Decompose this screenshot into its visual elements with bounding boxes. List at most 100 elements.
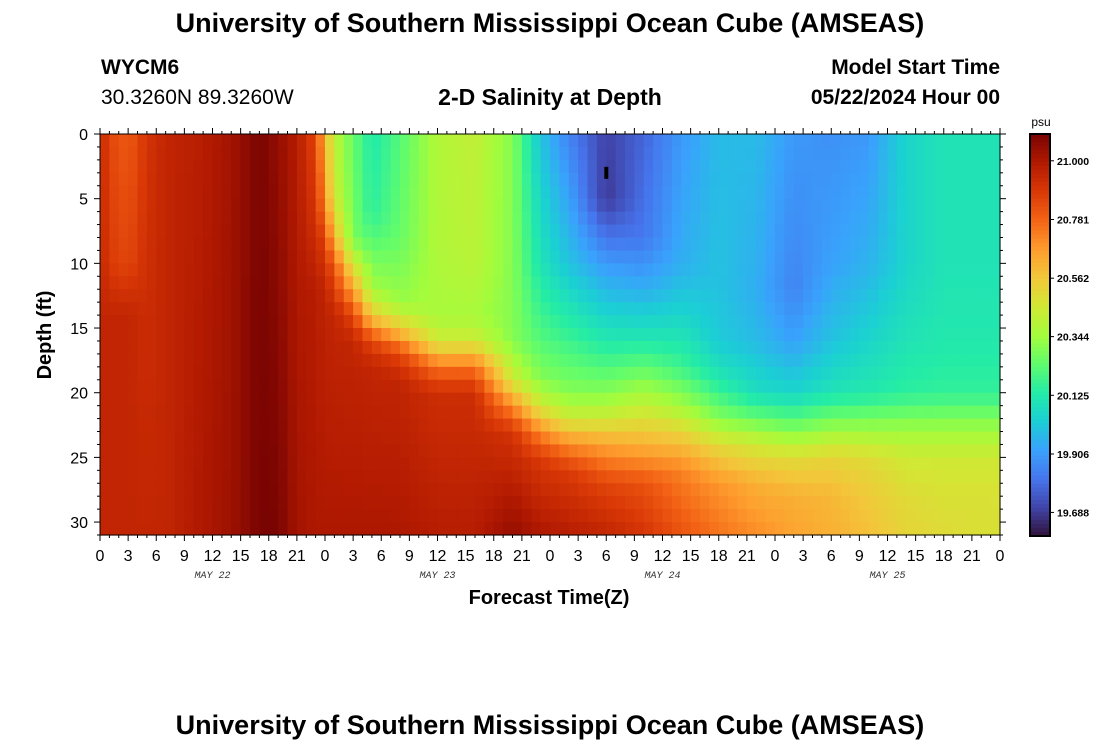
heatmap-cell: [906, 159, 917, 174]
heatmap-cell: [971, 250, 982, 264]
colorbar-segment: [1030, 294, 1050, 300]
heatmap-cell: [653, 250, 664, 264]
colorbar-segment: [1030, 218, 1050, 224]
heatmap-cell: [887, 237, 898, 252]
heatmap-cell: [521, 198, 532, 213]
heatmap-cell: [512, 276, 523, 290]
heatmap-cell: [981, 237, 992, 252]
heatmap-cell: [840, 379, 851, 394]
heatmap-cell: [756, 366, 767, 381]
heatmap-cell: [203, 185, 214, 200]
heatmap-cell: [906, 457, 917, 471]
heatmap-cell: [915, 250, 926, 264]
colorbar-segment: [1030, 383, 1050, 388]
heatmap-cell: [925, 159, 935, 174]
heatmap-cell: [878, 315, 889, 329]
heatmap-cell: [653, 340, 664, 355]
heatmap-cell: [568, 276, 579, 290]
heatmap-cell: [568, 302, 579, 316]
heatmap-cell: [306, 224, 317, 239]
heatmap-cell: [512, 263, 523, 277]
heatmap-cell: [146, 340, 157, 355]
heatmap-cell: [306, 237, 317, 252]
heatmap-cell: [428, 134, 439, 148]
x-axis-label: Forecast Time(Z): [469, 587, 630, 609]
heatmap-cell: [296, 379, 307, 394]
heatmap-cell: [156, 418, 167, 433]
heatmap-cell: [446, 146, 457, 161]
heatmap-cell: [400, 418, 410, 433]
heatmap-cell: [868, 444, 879, 458]
heatmap-cell: [615, 302, 626, 316]
heatmap-cell: [484, 457, 495, 471]
heatmap-cell: [296, 353, 307, 368]
heatmap-cell: [118, 353, 129, 368]
heatmap-cell: [540, 328, 551, 342]
heatmap-cell: [906, 211, 917, 226]
heatmap-cell: [109, 146, 120, 161]
heatmap-cell: [465, 431, 476, 446]
heatmap-cell: [915, 431, 926, 446]
heatmap-cell: [653, 431, 664, 446]
heatmap-cell: [343, 379, 354, 394]
heatmap-cell: [118, 340, 129, 355]
heatmap-cell: [390, 172, 401, 187]
heatmap-cell: [484, 353, 495, 368]
heatmap-cell: [250, 405, 260, 420]
heatmap-cell: [137, 392, 148, 407]
heatmap-cell: [418, 263, 429, 277]
heatmap-cell: [868, 340, 879, 355]
heatmap-cell: [578, 146, 589, 161]
heatmap-cell: [859, 159, 870, 174]
heatmap-cell: [606, 224, 617, 239]
heatmap-cell: [353, 237, 364, 252]
heatmap-cell: [803, 315, 814, 329]
heatmap-cell: [296, 470, 307, 484]
heatmap-cell: [625, 340, 635, 355]
heatmap-cell: [437, 496, 448, 510]
heatmap-cell: [371, 328, 382, 342]
heatmap-cell: [287, 444, 298, 458]
heatmap-cell: [915, 172, 926, 187]
heatmap-cell: [203, 405, 214, 420]
heatmap-cell: [690, 470, 701, 484]
heatmap-cell: [887, 496, 898, 510]
heatmap-cell: [334, 185, 345, 200]
heatmap-cell: [690, 483, 701, 497]
heatmap-cell: [240, 185, 251, 200]
heatmap-cell: [128, 134, 139, 148]
heatmap-cell: [746, 289, 757, 303]
heatmap-cell: [578, 483, 589, 497]
x-tick-label: 9: [630, 548, 639, 565]
heatmap-cell: [428, 250, 439, 264]
heatmap-cell: [268, 250, 279, 264]
heatmap-cell: [371, 379, 382, 394]
heatmap-cell: [887, 302, 898, 316]
heatmap-cell: [428, 263, 439, 277]
heatmap-cell: [428, 340, 439, 355]
heatmap-cell: [100, 444, 110, 458]
heatmap-cell: [859, 522, 870, 536]
heatmap-cell: [315, 263, 326, 277]
heatmap-cell: [953, 302, 964, 316]
heatmap-cell: [850, 340, 860, 355]
heatmap-cell: [278, 418, 289, 433]
heatmap-cell: [550, 134, 560, 148]
heatmap-cell: [953, 159, 964, 174]
heatmap-cell: [540, 379, 551, 394]
heatmap-cell: [746, 146, 757, 161]
heatmap-cell: [681, 483, 692, 497]
heatmap-cell: [578, 418, 589, 433]
heatmap-cell: [578, 159, 589, 174]
heatmap-cell: [915, 392, 926, 407]
heatmap-cell: [868, 302, 879, 316]
heatmap-cell: [343, 302, 354, 316]
heatmap-cell: [700, 470, 710, 484]
heatmap-cell: [840, 185, 851, 200]
heatmap-cell: [353, 315, 364, 329]
heatmap-cell: [278, 328, 289, 342]
heatmap-cell: [737, 431, 748, 446]
heatmap-cell: [493, 405, 504, 420]
heatmap-cell: [784, 146, 795, 161]
heatmap-cell: [915, 159, 926, 174]
